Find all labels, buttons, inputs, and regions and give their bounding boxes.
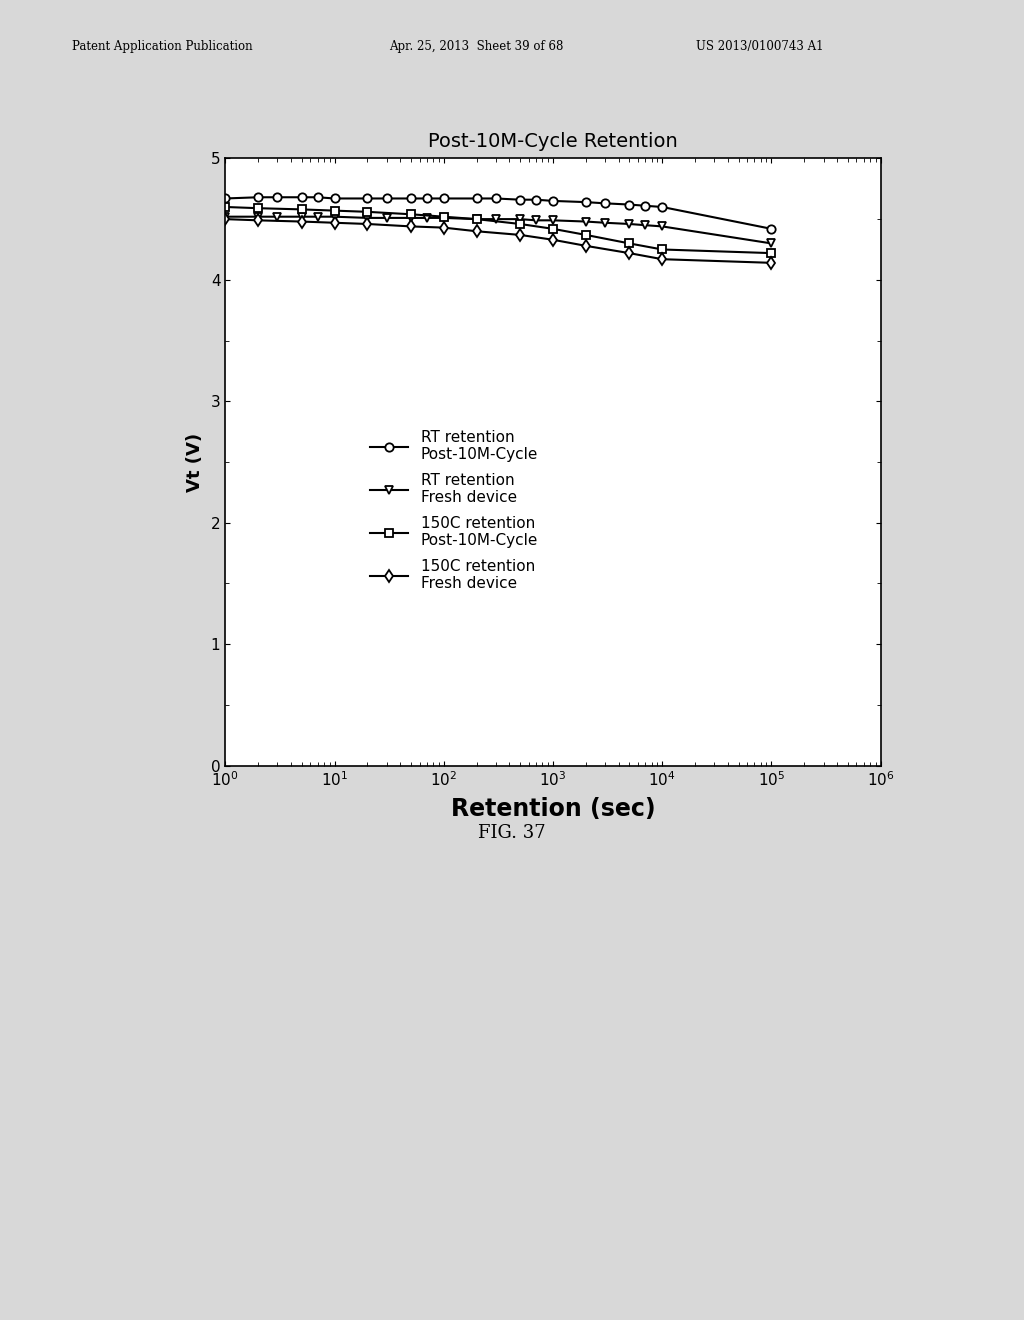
Title: Post-10M-Cycle Retention: Post-10M-Cycle Retention <box>428 132 678 152</box>
Text: Apr. 25, 2013  Sheet 39 of 68: Apr. 25, 2013 Sheet 39 of 68 <box>389 40 563 53</box>
Legend: RT retention
Post-10M-Cycle, RT retention
Fresh device, 150C retention
Post-10M-: RT retention Post-10M-Cycle, RT retentio… <box>364 424 544 598</box>
Y-axis label: Vt (V): Vt (V) <box>185 433 204 491</box>
X-axis label: Retention (sec): Retention (sec) <box>451 797 655 821</box>
Text: FIG. 37: FIG. 37 <box>478 824 546 842</box>
Text: US 2013/0100743 A1: US 2013/0100743 A1 <box>696 40 824 53</box>
Text: Patent Application Publication: Patent Application Publication <box>72 40 252 53</box>
